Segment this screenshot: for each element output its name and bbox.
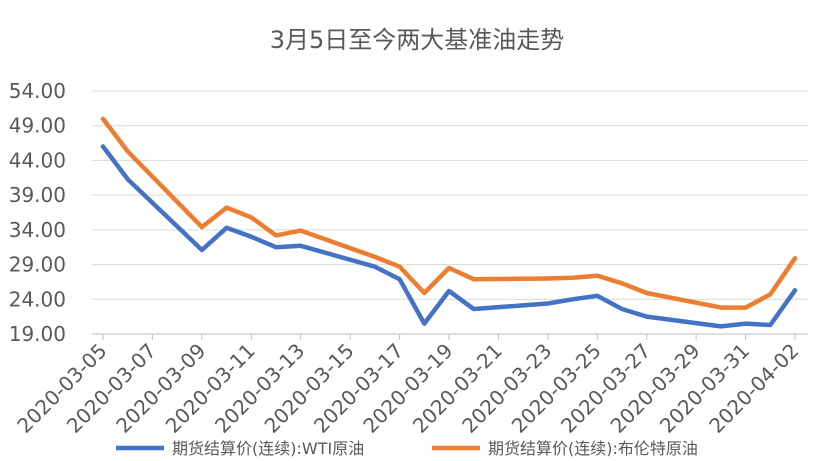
x-axis: 2020-03-052020-03-072020-03-092020-03-11… [12,334,804,438]
series-line [100,144,798,329]
y-axis: 19.00 24.00 29.00 34.00 39.00 44.00 49.00 54.00 [9,79,66,346]
y-tick-label: 49.00 [9,114,66,138]
y-tick-label: 19.00 [9,322,66,346]
chart-title: 3月5日至今两大基准油走势 [270,26,565,54]
gridlines [92,90,808,335]
series-lines [100,116,798,329]
y-tick-label: 39.00 [9,183,66,207]
y-tick-label: 54.00 [9,79,66,103]
y-tick-label: 29.00 [9,253,66,277]
legend-label: 期货结算价(连续):布伦特原油 [488,439,698,458]
legend: 期货结算价(连续):WTI原油 期货结算价(连续):布伦特原油 [116,439,698,458]
y-tick-label: 34.00 [9,218,66,242]
y-tick-label: 44.00 [9,148,66,172]
legend-label: 期货结算价(连续):WTI原油 [172,439,364,458]
series-line [100,116,798,310]
y-tick-label: 24.00 [9,287,66,311]
